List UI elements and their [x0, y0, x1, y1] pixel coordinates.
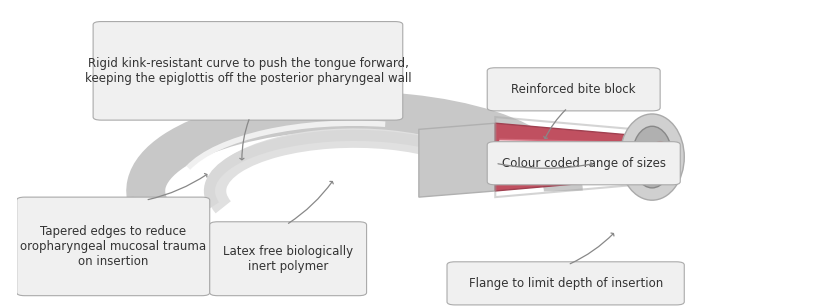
Text: Latex free biologically
inert polymer: Latex free biologically inert polymer: [223, 245, 353, 273]
Polygon shape: [419, 123, 495, 197]
FancyBboxPatch shape: [487, 142, 681, 185]
FancyBboxPatch shape: [447, 262, 684, 305]
Ellipse shape: [650, 142, 670, 172]
Text: Tapered edges to reduce
oropharyngeal mucosal trauma
on insertion: Tapered edges to reduce oropharyngeal mu…: [21, 225, 206, 268]
Polygon shape: [499, 140, 636, 148]
FancyBboxPatch shape: [93, 22, 403, 120]
Polygon shape: [109, 197, 149, 209]
Ellipse shape: [632, 126, 672, 188]
Ellipse shape: [620, 114, 684, 200]
Text: Reinforced bite block: Reinforced bite block: [511, 83, 636, 96]
Polygon shape: [495, 123, 636, 191]
FancyBboxPatch shape: [487, 68, 660, 111]
Text: Colour coded range of sizes: Colour coded range of sizes: [502, 157, 666, 170]
Text: Rigid kink-resistant curve to push the tongue forward,
keeping the epiglottis of: Rigid kink-resistant curve to push the t…: [85, 57, 411, 85]
Polygon shape: [499, 139, 636, 151]
FancyBboxPatch shape: [16, 197, 209, 296]
Text: Flange to limit depth of insertion: Flange to limit depth of insertion: [469, 277, 663, 290]
FancyBboxPatch shape: [209, 222, 366, 296]
